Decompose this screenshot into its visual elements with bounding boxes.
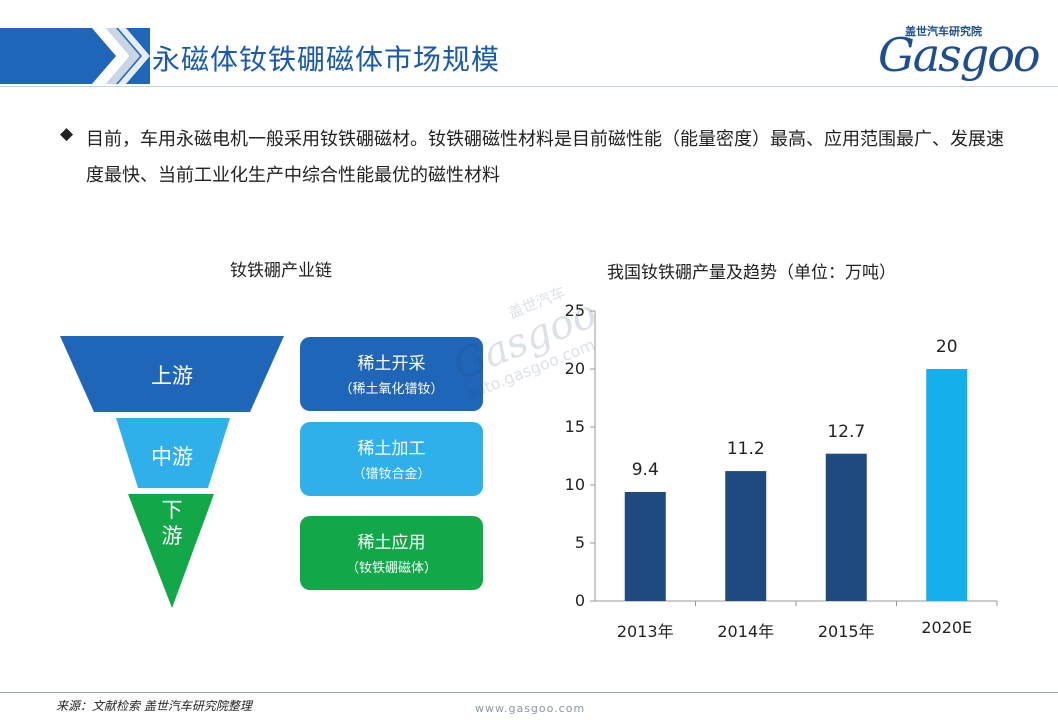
funnel-label-upstream: 上游 — [151, 364, 193, 388]
y-tick-label: 10 — [564, 475, 585, 494]
chain-title: 钕铁硼产业链 — [230, 261, 332, 281]
box-application: 稀土应用 （钕铁硼磁体） — [300, 516, 483, 590]
gasgoo-logo: Gasgoo — [878, 28, 1041, 82]
bar — [926, 369, 968, 601]
box-mining: 稀土开采 （稀土氧化镨钕） — [300, 337, 483, 411]
bar — [725, 471, 767, 601]
bar — [825, 453, 867, 601]
box-application-sub: （钕铁硼磁体） — [345, 561, 437, 576]
x-category-label: 2013年 — [616, 622, 674, 641]
x-category-label: 2015年 — [817, 622, 875, 641]
diamond-bullet-icon: ◆ — [60, 124, 74, 144]
x-category-label: 2020E — [921, 618, 973, 637]
data-label: 12.7 — [827, 421, 866, 442]
page-title: 永磁体钕铁硼磁体市场规模 — [152, 43, 501, 76]
y-tick-label: 25 — [564, 301, 585, 320]
logo-subtitle: 盖世汽车研究院 — [905, 25, 982, 38]
data-label: 20 — [935, 337, 958, 357]
data-label: 11.2 — [726, 439, 765, 460]
box-mining-sub: （稀土氧化镨钕） — [339, 382, 444, 397]
y-tick-label: 15 — [564, 417, 585, 436]
data-label: 9.4 — [631, 459, 659, 480]
intro-paragraph: 目前，车用永磁电机一般采用钕铁硼磁材。钕铁硼磁性材料是目前磁性能（能量密度）最高… — [86, 129, 1004, 186]
x-category-label: 2014年 — [717, 622, 775, 641]
box-mining-title: 稀土开采 — [357, 354, 426, 374]
funnel-midstream — [116, 418, 230, 488]
box-processing: 稀土加工 （镨钕合金） — [300, 422, 483, 496]
funnel-upstream — [60, 336, 284, 412]
funnel-label-downstream: 下 游 — [161, 498, 183, 548]
footer-url: www.gasgoo.com — [475, 702, 586, 715]
bar — [624, 491, 666, 601]
box-processing-title: 稀土加工 — [357, 439, 426, 459]
header-divider — [0, 86, 1058, 87]
box-application-title: 稀土应用 — [357, 533, 426, 553]
funnel-label-midstream: 中游 — [151, 445, 193, 469]
chevron-stripes-icon — [92, 28, 150, 84]
footer-divider — [0, 692, 1058, 693]
y-tick-label: 0 — [574, 591, 585, 610]
industry-funnel — [60, 336, 284, 608]
funnel-downstream — [128, 494, 214, 608]
box-processing-sub: （镨钕合金） — [352, 467, 431, 482]
y-tick-label: 5 — [574, 533, 585, 552]
y-tick-label: 20 — [564, 359, 585, 378]
chart-title: 我国钕铁硼产量及趋势（单位：万吨） — [607, 263, 896, 283]
source-note: 来源：文献检索 盖世汽车研究院整理 — [56, 699, 252, 713]
